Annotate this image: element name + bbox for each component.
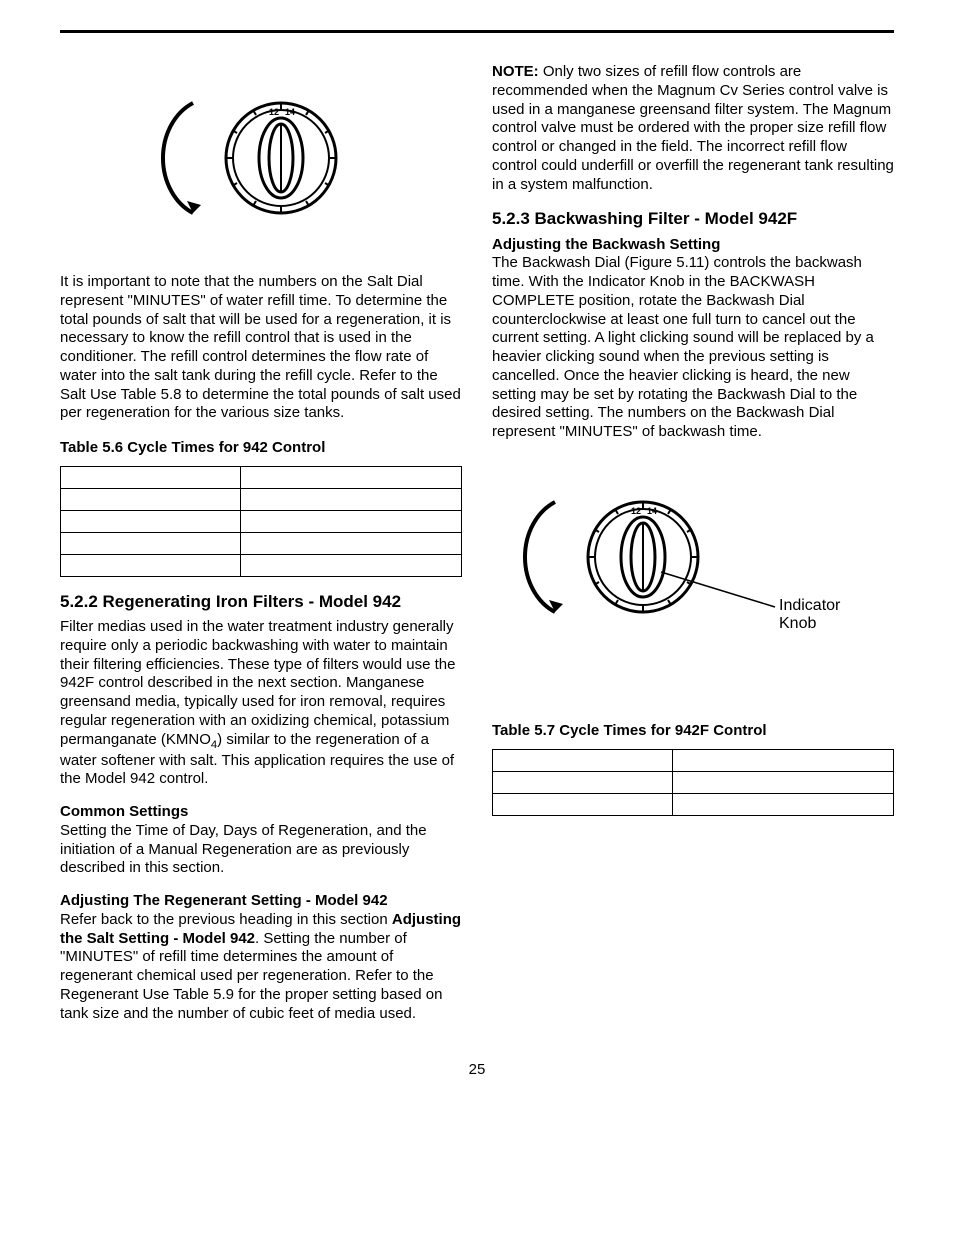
table-cell xyxy=(673,749,894,771)
table-cell xyxy=(61,554,241,576)
table-cell xyxy=(241,466,462,488)
common-settings-body: Setting the Time of Day, Days of Regener… xyxy=(60,822,427,877)
adjusting-regenerant-a: Refer back to the previous heading in th… xyxy=(60,911,392,928)
indicator-knob-label-line1: Indicator xyxy=(779,597,841,614)
dial-with-label-icon: 12 14 Indicator Knob xyxy=(513,462,873,662)
section-5-2-3-title: 5.2.3 Backwashing Filter - Model 942F xyxy=(492,208,894,229)
adjusting-backwash-block: Adjusting the Backwash Setting The Backw… xyxy=(492,236,894,442)
table-cell xyxy=(493,793,673,815)
sec522-text-a: Filter medias used in the water treatmen… xyxy=(60,618,456,748)
table-cell xyxy=(241,488,462,510)
note-body: Only two sizes of refill flow controls a… xyxy=(492,63,894,193)
table-cell xyxy=(673,771,894,793)
common-settings-block: Common Settings Setting the Time of Day,… xyxy=(60,803,462,878)
top-rule xyxy=(60,30,894,33)
adjusting-backwash-title: Adjusting the Backwash Setting xyxy=(492,236,720,253)
dial-icon: 12 14 xyxy=(151,63,371,243)
dial2-tick-14: 14 xyxy=(647,506,657,516)
table-5-6-caption: Table 5.6 Cycle Times for 942 Control xyxy=(60,439,462,458)
table-5-7 xyxy=(492,749,894,816)
table-cell xyxy=(493,749,673,771)
table-5-7-caption: Table 5.7 Cycle Times for 942F Control xyxy=(492,722,894,741)
indicator-knob-label-line2: Knob xyxy=(779,615,816,632)
right-column: NOTE: Only two sizes of refill flow cont… xyxy=(492,63,894,1037)
section-5-2-2-para: Filter medias used in the water treatmen… xyxy=(60,618,462,789)
adjusting-regenerant-title: Adjusting The Regenerant Setting - Model… xyxy=(60,892,388,909)
note-paragraph: NOTE: Only two sizes of refill flow cont… xyxy=(492,63,894,194)
adjusting-backwash-body: The Backwash Dial (Figure 5.11) controls… xyxy=(492,254,874,440)
page-number: 25 xyxy=(60,1061,894,1080)
table-cell xyxy=(493,771,673,793)
dial2-tick-12: 12 xyxy=(631,506,641,516)
table-cell xyxy=(61,466,241,488)
table-5-6 xyxy=(60,466,462,577)
salt-dial-paragraph: It is important to note that the numbers… xyxy=(60,273,462,423)
table-cell xyxy=(241,554,462,576)
note-label: NOTE: xyxy=(492,63,539,80)
adjusting-regenerant-block: Adjusting The Regenerant Setting - Model… xyxy=(60,892,462,1023)
left-column: 12 14 It is important to note that the n… xyxy=(60,63,462,1037)
dial-tick-12: 12 xyxy=(269,107,279,117)
two-column-layout: 12 14 It is important to note that the n… xyxy=(60,63,894,1037)
backwash-dial-figure: 12 14 Indicator Knob xyxy=(492,462,894,662)
dial-tick-14: 14 xyxy=(285,107,295,117)
table-cell xyxy=(61,532,241,554)
salt-dial-figure: 12 14 xyxy=(60,63,462,243)
table-cell xyxy=(673,793,894,815)
table-cell xyxy=(241,510,462,532)
table-cell xyxy=(61,510,241,532)
common-settings-title: Common Settings xyxy=(60,803,188,820)
table-cell xyxy=(241,532,462,554)
section-5-2-2-title: 5.2.2 Regenerating Iron Filters - Model … xyxy=(60,591,462,612)
table-cell xyxy=(61,488,241,510)
